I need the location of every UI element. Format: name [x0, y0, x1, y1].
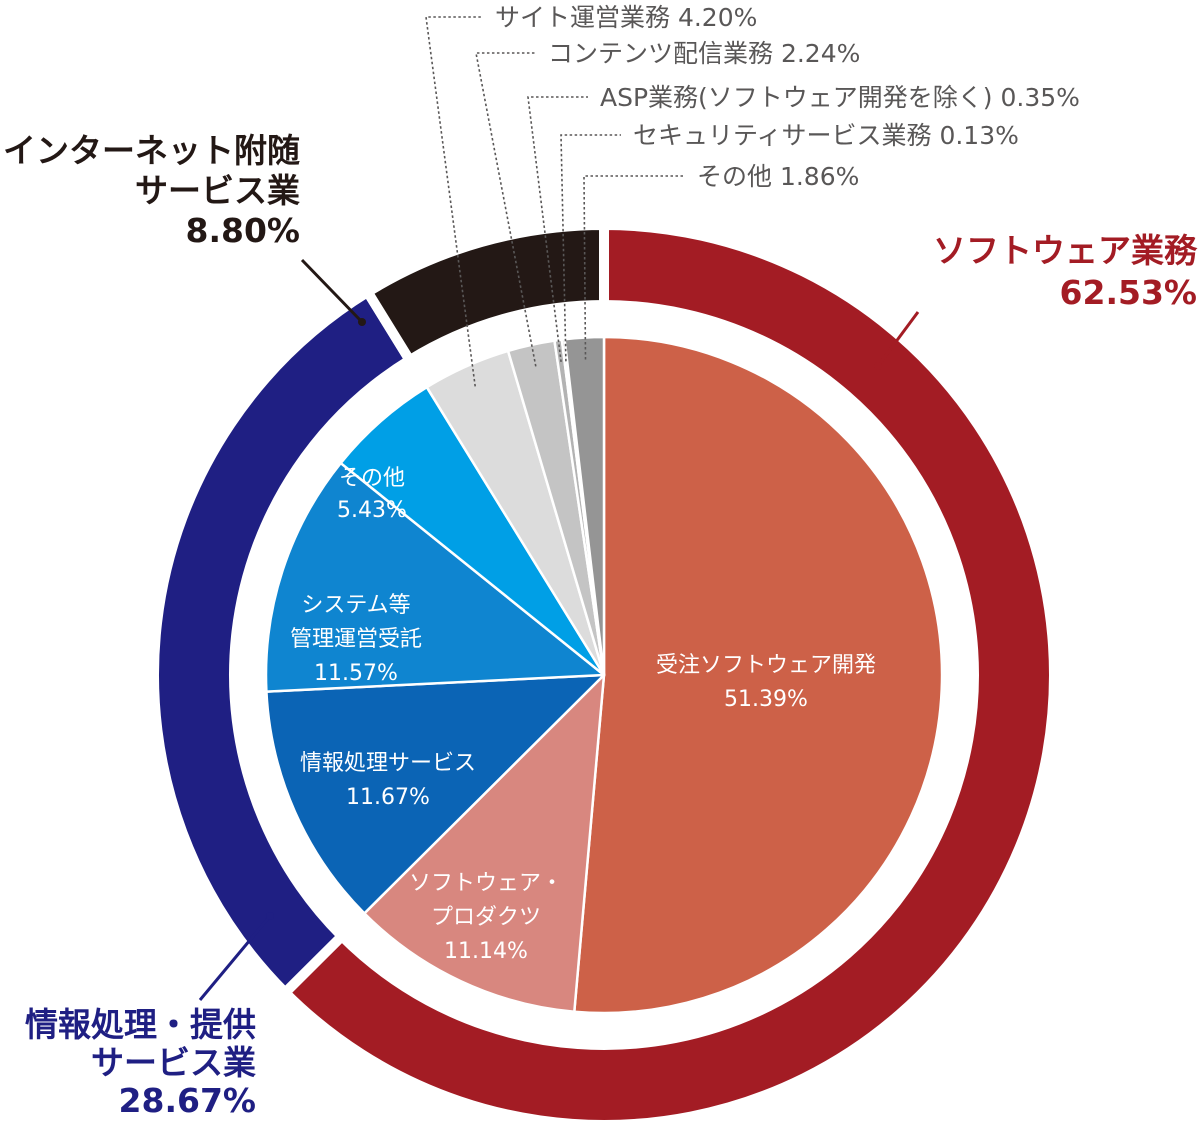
callout-label-2: ASP業務(ソフトウェア開発を除く) 0.35% — [600, 83, 1080, 112]
inner-label-1-line-1: プロダクツ — [431, 905, 541, 930]
inner-label-3-line-0: システム等 — [301, 593, 410, 618]
outer-ring-segment-2 — [360, 219, 609, 368]
outer-label-1: 情報処理・提供サービス業 28.67% — [25, 1005, 256, 1120]
inner-label-3-line-2: 11.57% — [314, 661, 398, 686]
inner-label-1-line-2: 11.14% — [444, 939, 528, 964]
callout-label-0: サイト運営業務 4.20% — [495, 3, 757, 32]
outer-label-2: インターネット附随サービス業 8.80% — [3, 131, 300, 250]
outer-label-leader-1 — [198, 915, 272, 1001]
callout-leader-4 — [583, 175, 685, 360]
outer-label-0-line-0: ソフトウェア業務 — [933, 231, 1198, 270]
outer-label-0: ソフトウェア業務 62.53% — [933, 231, 1198, 312]
outer-ring — [148, 219, 1059, 1130]
outer-ring-segment-0 — [278, 219, 1059, 1130]
inner-label-1-line-0: ソフトウェア・ — [409, 871, 563, 896]
inner-label-1: ソフトウェア・プロダクツ 11.14% — [409, 871, 563, 964]
outer-label-leader-dot-2 — [358, 318, 366, 326]
inner-label-2-line-1: 11.67% — [346, 785, 430, 810]
inner-pie-slice-0 — [573, 335, 944, 1015]
inner-pie-slice-2 — [265, 673, 606, 915]
inner-pie-slice-1 — [363, 673, 606, 1013]
inner-label-2: 情報処理サービス 11.67% — [300, 751, 476, 810]
inner-label-4-line-1: 5.43% — [337, 498, 407, 523]
outer-label-2-line-0: インターネット附随 — [3, 131, 300, 170]
inner-label-3-line-1: 管理運営受託 — [290, 627, 422, 652]
callout-leaders — [425, 16, 685, 387]
outer-label-1-line-2: 28.67% — [119, 1081, 256, 1120]
inner-label-4-line-0: その他 — [339, 466, 405, 491]
inner-label-0: 受注ソフトウェア開発 51.39% — [656, 653, 876, 712]
callout-leader-1 — [475, 52, 537, 367]
inner-label-4: その他 5.43% — [337, 466, 407, 523]
outer-label-leader-0 — [876, 311, 920, 367]
outer-label-0-line-1: 62.53% — [1060, 273, 1197, 312]
outer-label-1-line-1: サービス業 — [91, 1043, 256, 1082]
outer-label-2-line-2: 8.80% — [186, 211, 301, 250]
outer-label-leader-dot-0 — [874, 362, 882, 370]
callout-leader-3 — [560, 134, 621, 362]
callout-leader-2 — [527, 96, 588, 362]
inner-pie — [264, 335, 944, 1015]
callout-label-1: コンテンツ配信業務 2.24% — [548, 39, 860, 68]
inner-label-0-line-1: 51.39% — [724, 687, 808, 712]
outer-label-2-line-1: サービス業 — [135, 171, 300, 210]
label-layer: ソフトウェア業務 62.53%情報処理・提供サービス業 28.67%インターネット附… — [3, 3, 1198, 1120]
callout-leader-0 — [425, 16, 483, 387]
inner-label-3: システム等管理運営受託 11.57% — [290, 593, 422, 686]
outer-label-leader-dot-1 — [266, 912, 274, 920]
inner-pie-slice-3 — [264, 461, 606, 693]
callout-label-3: セキュリティサービス業務 0.13% — [633, 121, 1019, 150]
inner-pie-slice-9 — [563, 335, 606, 677]
inner-label-0-line-0: 受注ソフトウェア開発 — [656, 653, 876, 678]
outer-label-1-line-0: 情報処理・提供 — [25, 1005, 256, 1044]
callout-label-4: その他 1.86% — [697, 162, 859, 191]
inner-label-2-line-0: 情報処理サービス — [300, 751, 476, 776]
outer-label-leader-2 — [300, 258, 364, 324]
